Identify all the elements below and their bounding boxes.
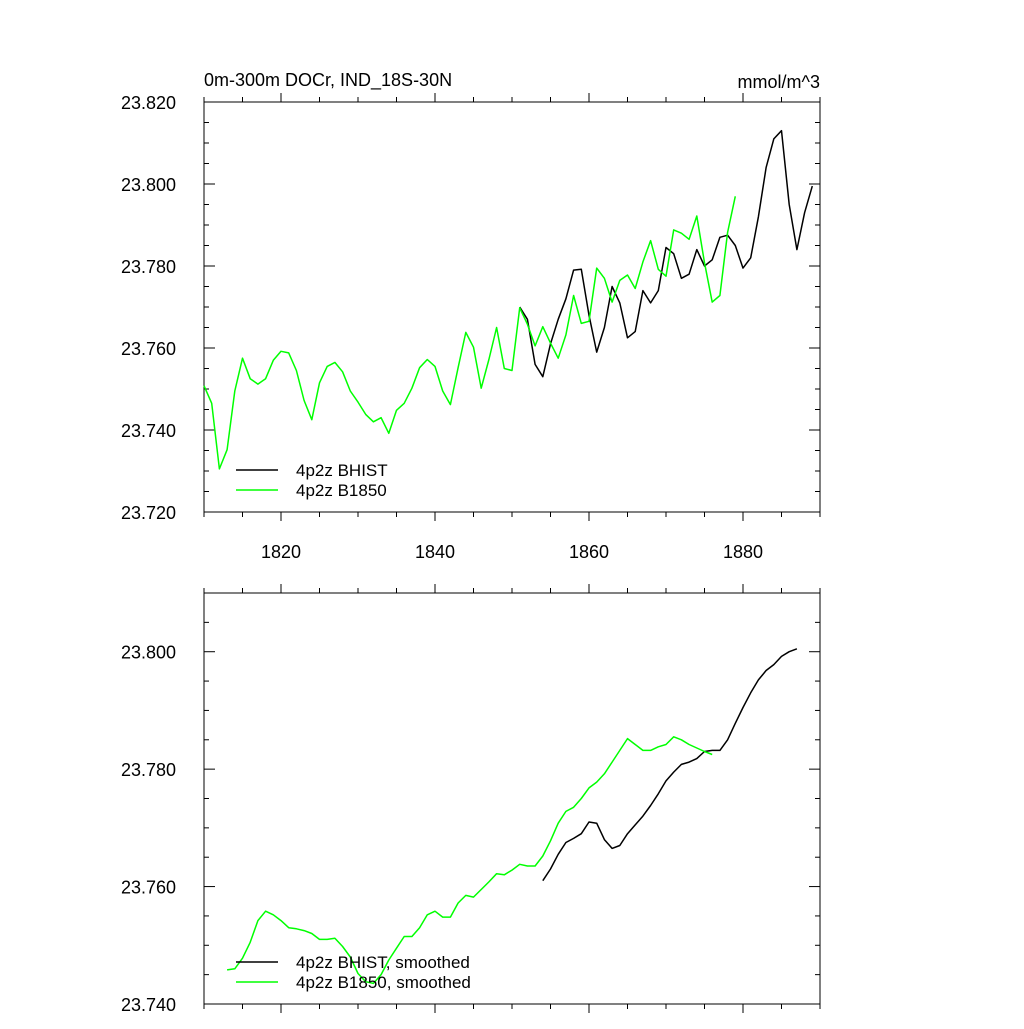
y-tick-label: 23.800 bbox=[121, 175, 176, 195]
y-tick-label: 23.780 bbox=[121, 760, 176, 780]
y-tick-label: 23.780 bbox=[121, 257, 176, 277]
y-tick-label: 23.800 bbox=[121, 643, 176, 663]
x-tick-label: 1840 bbox=[415, 542, 455, 562]
legend-label: 4p2z B1850 bbox=[296, 481, 387, 500]
y-tick-label: 23.740 bbox=[121, 421, 176, 441]
units-label: mmol/m^3 bbox=[738, 72, 820, 92]
x-tick-label: 1880 bbox=[723, 542, 763, 562]
series-line-4p2z-bhist-smoothed bbox=[542, 648, 798, 882]
y-tick-label: 23.720 bbox=[121, 503, 176, 523]
y-tick-label: 23.760 bbox=[121, 878, 176, 898]
legend-label: 4p2z B1850, smoothed bbox=[296, 973, 471, 992]
y-tick-label: 23.820 bbox=[121, 93, 176, 113]
y-tick-label: 23.740 bbox=[121, 995, 176, 1015]
plot-frame bbox=[203, 592, 821, 1005]
legend-label: 4p2z BHIST bbox=[296, 461, 388, 480]
x-tick-label: 1820 bbox=[261, 542, 301, 562]
y-tick-label: 23.760 bbox=[121, 339, 176, 359]
plot-frame bbox=[203, 101, 821, 513]
series-line-4p2z-b1850 bbox=[203, 196, 737, 470]
series-line-4p2z-b1850-smoothed bbox=[226, 736, 713, 985]
x-tick-label: 1860 bbox=[569, 542, 609, 562]
legend-label: 4p2z BHIST, smoothed bbox=[296, 953, 470, 972]
series-line-4p2z-bhist bbox=[519, 129, 814, 378]
chart-title: 0m-300m DOCr, IND_18S-30N bbox=[204, 70, 452, 91]
chart-panel-1: 1820 1840 1860 1880 23.720 23.740 23.760 23.780… bbox=[121, 70, 821, 562]
chart-panel-2: 23.740 23.760 23.780 23.800 4p2z BHIST, smoo… bbox=[121, 584, 821, 1015]
